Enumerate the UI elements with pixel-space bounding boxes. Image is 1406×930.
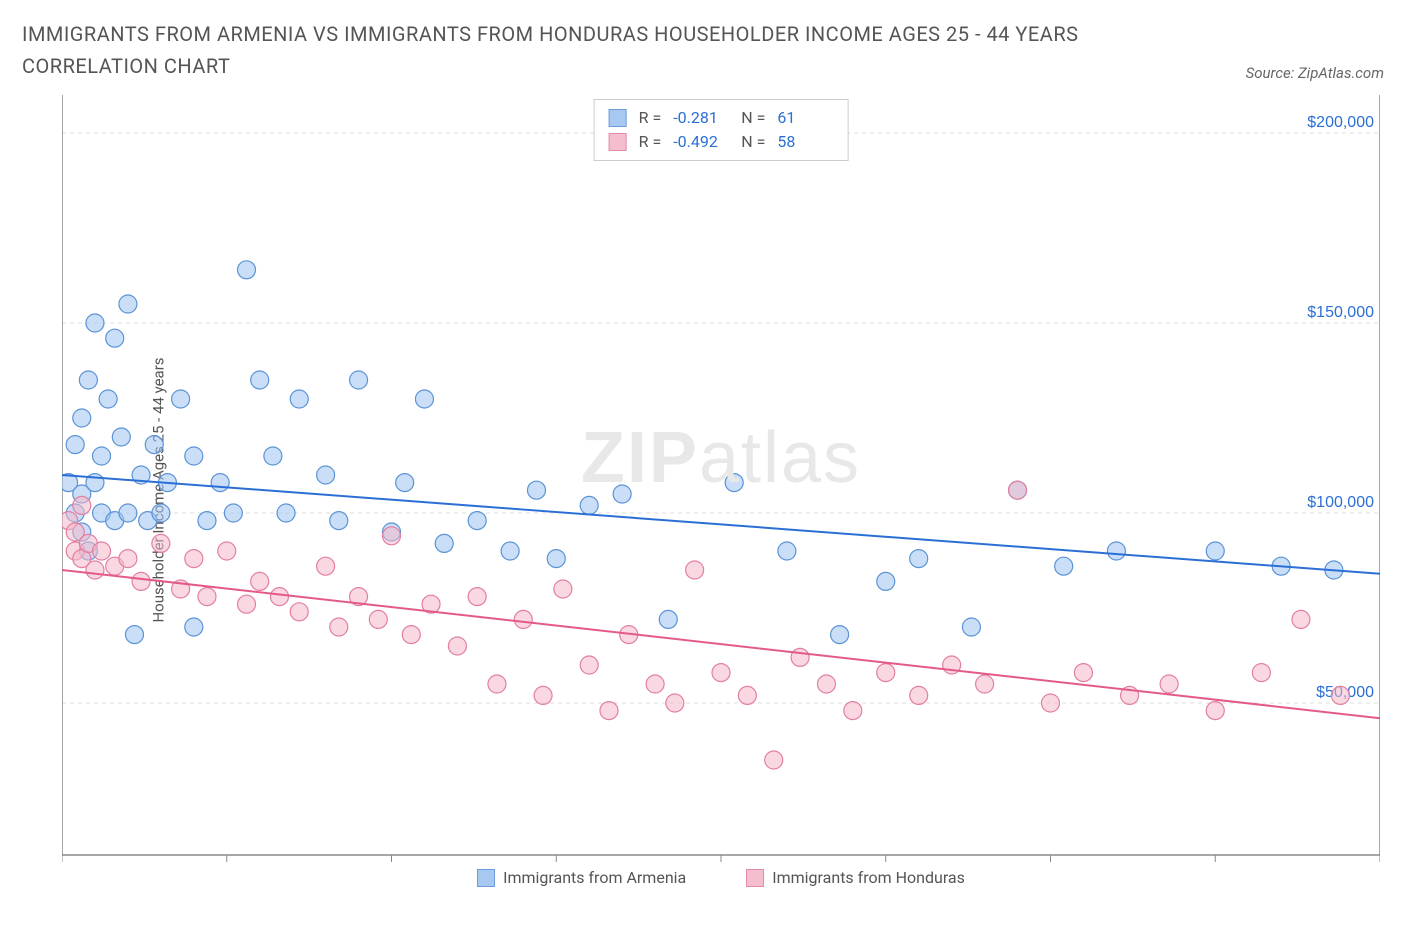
legend-row-series-2: R = -0.492 N = 58 (609, 130, 834, 154)
legend-r-value-1: -0.281 (673, 106, 729, 130)
legend-swatch-1 (609, 109, 627, 127)
legend-r-label-2: R = (639, 130, 662, 154)
legend-label-2: Immigrants from Honduras (772, 868, 965, 887)
chart-container: Householder Income Ages 25 - 44 years ZI… (40, 95, 1380, 885)
svg-text:$100,000: $100,000 (1307, 494, 1374, 511)
legend-r-label-1: R = (639, 106, 662, 130)
plot-area: ZIPatlas $50,000$100,000$150,000$200,000… (62, 95, 1380, 885)
legend-swatch-2 (609, 133, 627, 151)
source-attribution: Source: ZipAtlas.com (1246, 64, 1384, 82)
chart-title: IMMIGRANTS FROM ARMENIA VS IMMIGRANTS FR… (22, 18, 1122, 82)
legend-item-2: Immigrants from Honduras (746, 868, 965, 887)
svg-text:$200,000: $200,000 (1307, 114, 1374, 131)
legend-r-value-2: -0.492 (673, 130, 729, 154)
legend-label-1: Immigrants from Armenia (503, 868, 686, 887)
scatter-chart-svg: $50,000$100,000$150,000$200,000 (62, 95, 1380, 885)
legend-swatch-1b (477, 869, 495, 887)
legend-swatch-2b (746, 869, 764, 887)
legend-n-label-1: N = (741, 106, 765, 130)
legend-n-value-1: 61 (777, 106, 833, 130)
legend-n-label-2: N = (741, 130, 765, 154)
svg-text:$150,000: $150,000 (1307, 304, 1374, 321)
legend-item-1: Immigrants from Armenia (477, 868, 686, 887)
legend-n-value-2: 58 (777, 130, 833, 154)
legend-row-series-1: R = -0.281 N = 61 (609, 106, 834, 130)
correlation-legend: R = -0.281 N = 61 R = -0.492 N = 58 (594, 99, 849, 161)
series-legend: Immigrants from Armenia Immigrants from … (62, 868, 1380, 887)
